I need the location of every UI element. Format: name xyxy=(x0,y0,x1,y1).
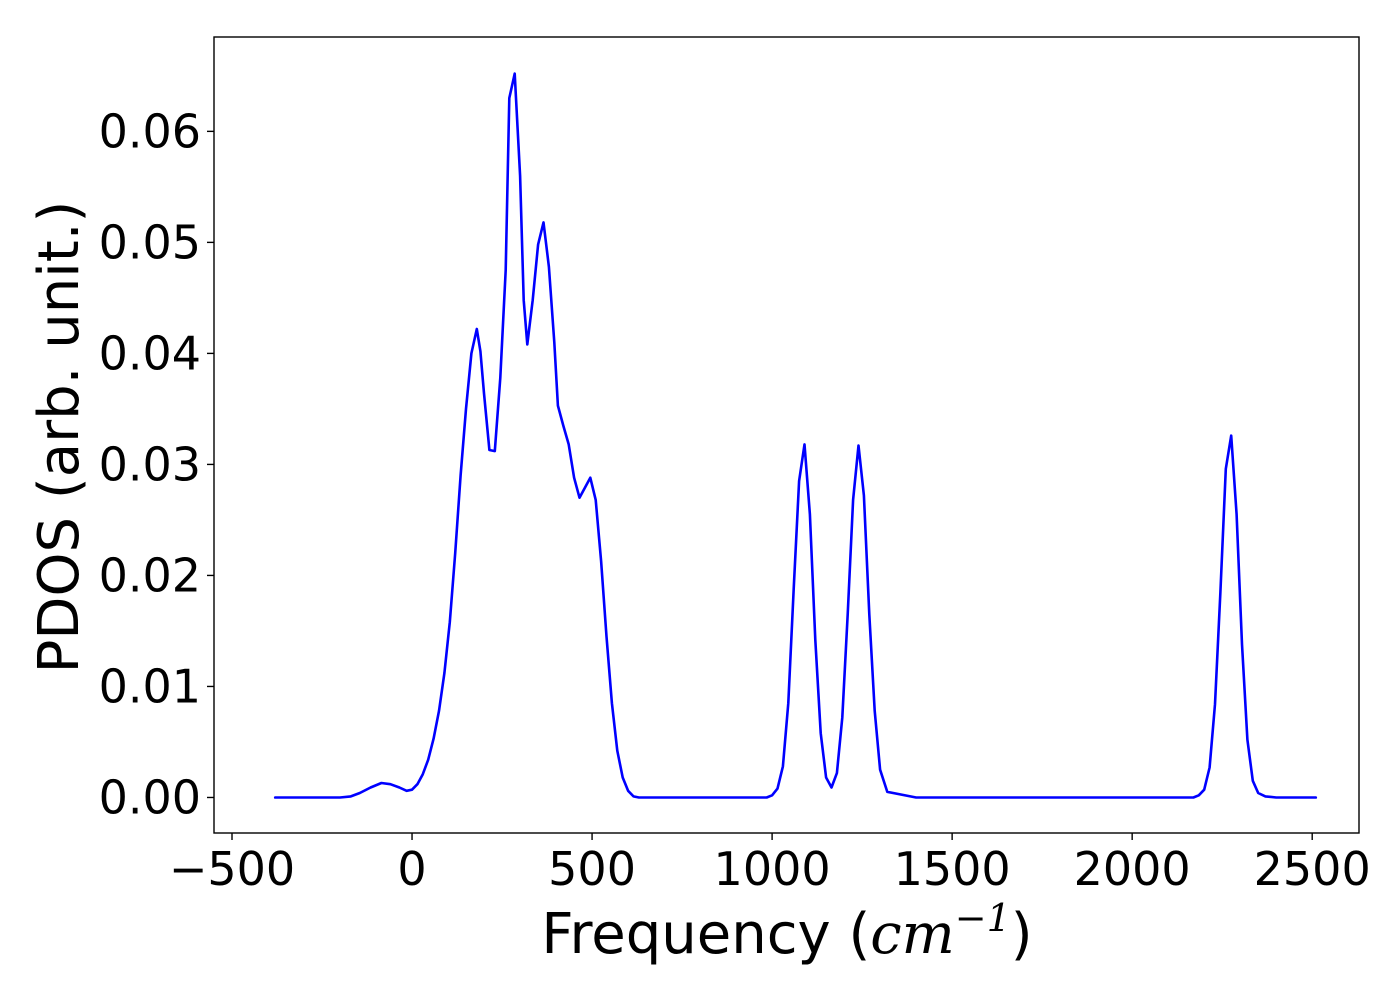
plot-area xyxy=(273,72,1318,799)
y-axis-label: PDOS (arb. unit.) xyxy=(27,201,92,674)
y-tick-label: 0.01 xyxy=(99,659,201,713)
pdos-series-line xyxy=(273,72,1318,799)
axes-frame xyxy=(213,36,1360,834)
y-tick-label: 0.03 xyxy=(99,437,201,491)
x-axis-label-text: Frequency xyxy=(541,902,830,967)
x-tick-label: 1500 xyxy=(894,842,1011,896)
x-tick-label: 1000 xyxy=(714,842,831,896)
x-tick-label: −500 xyxy=(169,842,295,896)
x-axis-unit-exponent: −1 xyxy=(955,896,1011,940)
y-tick-label: 0.04 xyxy=(99,326,201,380)
y-tick-label: 0.05 xyxy=(99,215,201,269)
y-tick-label: 0.06 xyxy=(99,104,201,158)
x-tick-label: 0 xyxy=(397,842,426,896)
x-axis-unit-open: ( xyxy=(831,902,871,967)
y-axis-ticks: 0.00 0.01 0.02 0.03 0.04 0.05 0.06 xyxy=(99,104,214,824)
x-axis-label: Frequency (cm−1) xyxy=(541,896,1032,967)
y-tick-label: 0.02 xyxy=(99,548,201,602)
x-axis-unit-base: cm xyxy=(870,902,954,967)
x-axis-unit-close: ) xyxy=(1011,902,1033,967)
x-axis-ticks: −500 0 500 1000 1500 2000 2500 xyxy=(169,833,1371,896)
y-tick-label: 0.00 xyxy=(99,770,201,824)
x-tick-label: 2000 xyxy=(1074,842,1191,896)
x-tick-label: 2500 xyxy=(1254,842,1371,896)
x-tick-label: 500 xyxy=(548,842,636,896)
